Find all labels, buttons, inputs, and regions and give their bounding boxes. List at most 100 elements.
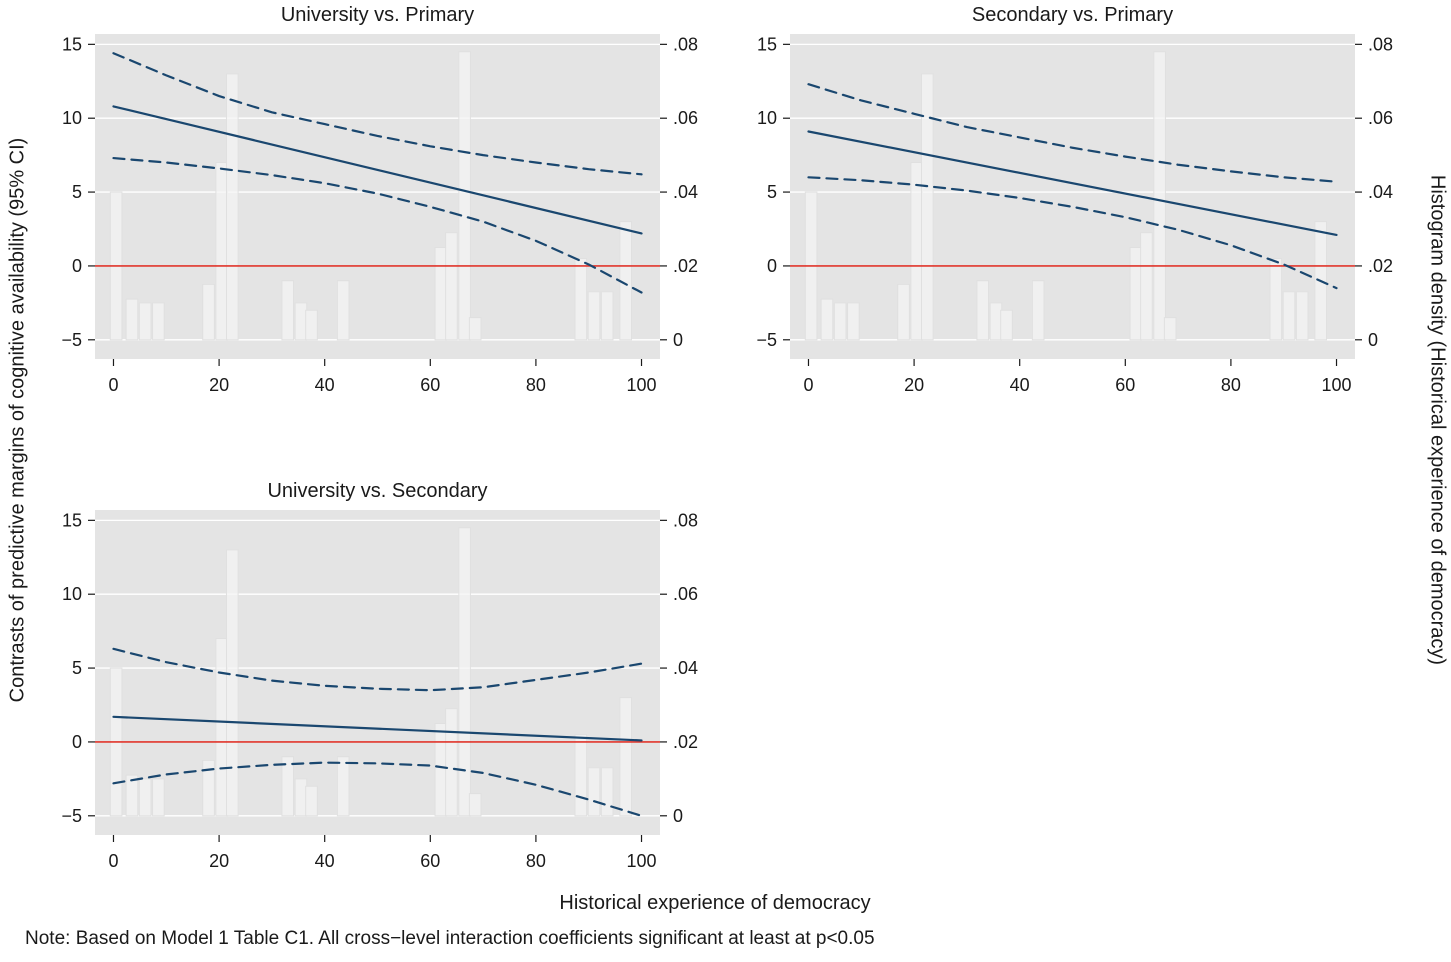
histogram-bar [820, 298, 834, 341]
x-tick-label: 40 [315, 851, 335, 871]
histogram-bar [434, 722, 448, 817]
x-tick-label: 80 [1221, 375, 1241, 395]
y-left-tick-label: 5 [72, 182, 82, 202]
ci-lower-line [112, 761, 643, 817]
histogram-bar [281, 280, 295, 341]
x-tick-label: 40 [1010, 375, 1030, 395]
histogram-bar [458, 51, 471, 341]
histogram-bar [125, 774, 139, 817]
panel-title: University vs. Secondary [267, 480, 487, 502]
x-tick-label: 40 [315, 375, 335, 395]
histogram-bar [910, 162, 924, 341]
y-right-tick-label: .06 [673, 108, 698, 128]
histogram-bar [215, 638, 229, 817]
histogram-bar [445, 708, 458, 817]
ci-upper-line [112, 647, 643, 692]
panel-chart: 15 10 5 0 −5 .08 .06 .04 .02 0 0 20 40 60 80 100 Univers… [61, 480, 698, 871]
y-right-tick-label: .08 [673, 34, 698, 54]
y-right-tick-label: .02 [673, 256, 698, 276]
histogram-bar [336, 280, 350, 341]
panel-title: University vs. Primary [281, 4, 474, 26]
histogram-bar [138, 778, 152, 817]
x-tick-label: 60 [420, 851, 440, 871]
y-right-tick-label: .04 [1368, 182, 1393, 202]
y-left-tick-label: 0 [72, 732, 82, 752]
x-tick-label: 100 [626, 851, 656, 871]
plot-background [790, 34, 1355, 359]
y-left-tick-label: 5 [767, 182, 777, 202]
histogram-bar [468, 317, 482, 341]
y-right-tick-label: 0 [1368, 330, 1378, 350]
y-right-tick-label: .02 [1368, 256, 1393, 276]
x-tick-label: 100 [626, 375, 656, 395]
estimate-line [112, 105, 643, 235]
panel-chart: 15 10 5 0 −5 .08 .06 .04 .02 0 0 20 40 60 80 100 Seconda… [756, 4, 1393, 395]
figure-note: Note: Based on Model 1 Table C1. All cro… [25, 928, 875, 949]
histogram-bar [468, 793, 482, 817]
histogram-bar [600, 767, 614, 817]
histogram-bar [225, 73, 239, 341]
histogram-bar [294, 778, 308, 817]
histogram-bar [125, 298, 139, 341]
histogram-bar [619, 697, 632, 817]
histogram-bar [1282, 291, 1296, 341]
panel-university-vs-primary: 15 10 5 0 −5 .08 .06 .04 .02 0 0 20 40 60 80 100 Univers… [20, 4, 720, 424]
histogram-bar [833, 302, 847, 341]
x-tick-label: 0 [803, 375, 813, 395]
x-tick-label: 80 [526, 851, 546, 871]
x-tick-label: 80 [526, 375, 546, 395]
histogram-bar [152, 778, 165, 817]
y-left-tick-label: 15 [62, 34, 82, 54]
histogram-bar [305, 785, 318, 817]
histogram-bar [434, 246, 448, 341]
y-right-tick-label: .08 [673, 510, 698, 530]
estimate-line [112, 715, 643, 742]
histogram-bar [976, 280, 990, 341]
y-left-tick-label: 5 [72, 658, 82, 678]
y-left-tick-label: −5 [756, 330, 777, 350]
ci-upper-line [112, 52, 643, 176]
y-left-tick-label: 10 [62, 108, 82, 128]
x-tick-label: 100 [1321, 375, 1351, 395]
x-axis-title: Historical experience of democracy [559, 892, 871, 914]
histogram-bar [1031, 280, 1045, 341]
y-right-tick-label: 0 [673, 330, 683, 350]
histogram-bar [294, 302, 308, 341]
histogram-bar [1000, 309, 1013, 341]
histogram-bar [989, 302, 1003, 341]
y-right-tick-label: .06 [1368, 108, 1393, 128]
histogram-bar [1163, 317, 1177, 341]
histogram-bar [336, 756, 350, 817]
histogram-bar [152, 302, 165, 341]
x-tick-label: 0 [108, 375, 118, 395]
histogram-bar [202, 759, 215, 817]
ci-upper-line [807, 83, 1338, 183]
histogram-bar [1129, 246, 1143, 341]
histogram-bar [847, 302, 860, 341]
y-right-tick-label: .02 [673, 732, 698, 752]
y-left-tick-label: 0 [72, 256, 82, 276]
right-axis-title: Histogram density (Historical experience… [1426, 174, 1449, 666]
x-tick-label: 60 [1115, 375, 1135, 395]
histogram-bar [305, 309, 318, 341]
y-left-tick-label: −5 [61, 330, 82, 350]
plot-background [95, 34, 660, 359]
y-right-tick-label: .04 [673, 658, 698, 678]
histogram-bar [1269, 258, 1283, 341]
estimate-line [807, 130, 1338, 237]
y-left-tick-label: 15 [62, 510, 82, 530]
histogram-bar [897, 283, 910, 341]
y-right-tick-label: 0 [673, 806, 683, 826]
histogram-bar [445, 232, 458, 341]
histogram-bar [1140, 232, 1153, 341]
histogram-bar [574, 258, 588, 341]
histogram-bar [1153, 51, 1166, 341]
panel-title: Secondary vs. Primary [972, 4, 1173, 26]
ci-lower-line [112, 156, 643, 294]
histogram-bar [1295, 291, 1309, 341]
y-left-tick-label: 10 [62, 584, 82, 604]
panel-university-vs-secondary: 15 10 5 0 −5 .08 .06 .04 .02 0 0 20 40 60 80 100 Univers… [20, 480, 720, 900]
x-tick-label: 20 [904, 375, 924, 395]
x-tick-label: 60 [420, 375, 440, 395]
